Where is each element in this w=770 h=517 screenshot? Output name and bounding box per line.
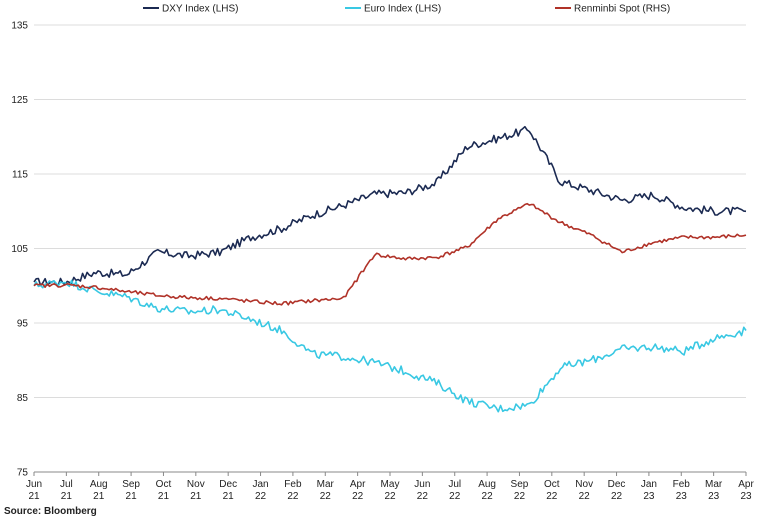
x-tick-label-month: Aug	[90, 479, 108, 490]
x-tick-label-year: 21	[28, 491, 40, 502]
x-tick-label-month: Aug	[478, 479, 496, 490]
x-tick-label-month: Sep	[122, 479, 140, 490]
legend-item: DXY Index (LHS)	[143, 4, 239, 15]
x-tick-label-month: Dec	[219, 479, 237, 490]
x-tick-label-month: Mar	[317, 479, 335, 490]
series-line	[33, 279, 747, 413]
x-tick-label-month: Nov	[187, 479, 205, 490]
y-tick-label: 125	[11, 95, 28, 106]
x-tick-label-month: Jul	[60, 479, 73, 490]
source-note: Source: Bloomberg	[4, 506, 97, 517]
y-tick-label: 115	[12, 170, 28, 181]
x-tick-label-month: Oct	[544, 479, 560, 490]
x-axis-ticks: Jun21Jul21Aug21Sep21Oct21Nov21Dec21Jan22…	[26, 472, 754, 502]
x-tick-label-month: Apr	[350, 479, 366, 490]
legend-item: Euro Index (LHS)	[345, 4, 441, 15]
x-tick-label-year: 23	[708, 491, 720, 502]
y-tick-label: 95	[17, 319, 29, 330]
x-tick-label-year: 21	[158, 491, 170, 502]
x-tick-label-year: 22	[579, 491, 591, 502]
y-tick-label: 135	[11, 21, 28, 32]
x-tick-label-year: 22	[449, 491, 461, 502]
x-tick-label-year: 22	[255, 491, 267, 502]
legend-label: DXY Index (LHS)	[162, 4, 239, 15]
x-tick-label-year: 21	[126, 491, 138, 502]
x-tick-label-year: 22	[611, 491, 623, 502]
gridlines	[34, 24, 746, 398]
x-tick-label-year: 22	[514, 491, 526, 502]
x-tick-label-year: 22	[546, 491, 558, 502]
x-tick-label-month: Mar	[705, 479, 723, 490]
x-tick-label-year: 21	[190, 491, 202, 502]
x-tick-label-year: 23	[740, 491, 752, 502]
y-tick-label: 75	[17, 468, 29, 479]
x-tick-label-year: 22	[384, 491, 396, 502]
x-tick-label-year: 22	[417, 491, 429, 502]
series-lines	[33, 125, 747, 413]
x-tick-label-year: 22	[352, 491, 364, 502]
x-tick-label-month: Sep	[511, 479, 529, 490]
x-tick-label-month: Jun	[26, 479, 42, 490]
y-tick-label: 105	[11, 244, 28, 255]
x-tick-label-year: 21	[61, 491, 73, 502]
x-tick-label-year: 21	[93, 491, 105, 502]
x-tick-label-month: Jan	[252, 479, 268, 490]
x-tick-label-year: 22	[287, 491, 299, 502]
x-tick-label-year: 22	[320, 491, 332, 502]
x-tick-label-month: Nov	[575, 479, 593, 490]
x-tick-label-month: May	[381, 479, 400, 490]
x-tick-label-month: Dec	[608, 479, 626, 490]
legend-item: Renminbi Spot (RHS)	[555, 4, 670, 15]
x-tick-label-month: Jun	[414, 479, 430, 490]
x-tick-label-month: Feb	[284, 479, 302, 490]
x-tick-label-month: Oct	[156, 479, 172, 490]
x-tick-label-month: Apr	[738, 479, 754, 490]
y-tick-label: 85	[17, 393, 29, 404]
y-axis-tick-labels: 75 85 95 105 115 125 135	[11, 21, 28, 479]
x-tick-label-month: Feb	[673, 479, 691, 490]
series-line	[33, 125, 747, 287]
x-tick-label-month: Jul	[448, 479, 461, 490]
x-tick-label-year: 22	[482, 491, 494, 502]
legend-label: Renminbi Spot (RHS)	[574, 4, 670, 15]
x-tick-label-month: Jan	[641, 479, 657, 490]
x-tick-label-year: 23	[643, 491, 655, 502]
x-tick-label-year: 23	[676, 491, 688, 502]
legend: DXY Index (LHS) Euro Index (LHS) Renminbi …	[143, 4, 670, 15]
series-line	[33, 202, 747, 306]
legend-label: Euro Index (LHS)	[364, 4, 441, 15]
x-tick-label-year: 21	[223, 491, 235, 502]
